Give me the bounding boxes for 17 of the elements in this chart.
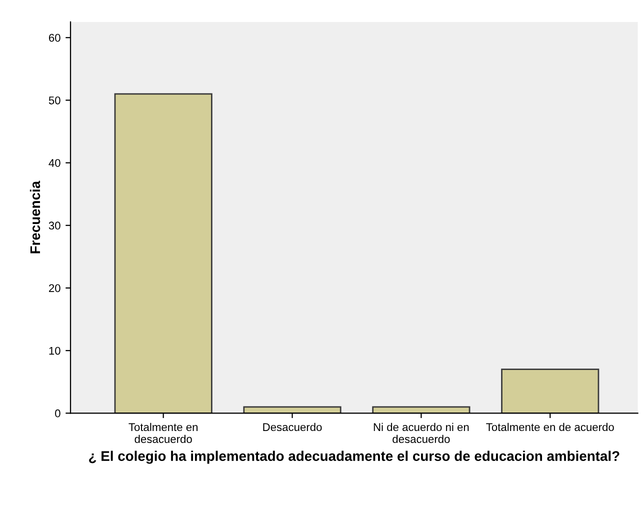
x-axis-title: ¿ El colegio ha implementado adecuadamente el curso de educacion ambiental? bbox=[89, 450, 620, 464]
y-tick-label: 30 bbox=[48, 222, 60, 230]
y-axis-title: Frecuencia bbox=[30, 180, 40, 254]
x-tick-label: Ni de acuerdo ni en desacuerdo bbox=[374, 422, 469, 444]
y-tick-label: 50 bbox=[48, 96, 60, 104]
x-tick-label: Desacuerdo bbox=[263, 422, 322, 432]
x-tick-label: Totalmente en desacuerdo bbox=[128, 422, 198, 444]
y-tick-label: 60 bbox=[48, 34, 60, 42]
y-tick-label: 40 bbox=[48, 159, 60, 167]
y-tick-label: 10 bbox=[49, 346, 60, 355]
bar bbox=[243, 406, 342, 414]
y-tick-label: 0 bbox=[55, 409, 60, 418]
bar bbox=[501, 368, 600, 414]
bar bbox=[114, 93, 212, 414]
bar bbox=[372, 406, 470, 414]
y-tick-label: 20 bbox=[48, 284, 60, 292]
x-tick-label: Totalmente en de acuerdo bbox=[486, 422, 614, 432]
